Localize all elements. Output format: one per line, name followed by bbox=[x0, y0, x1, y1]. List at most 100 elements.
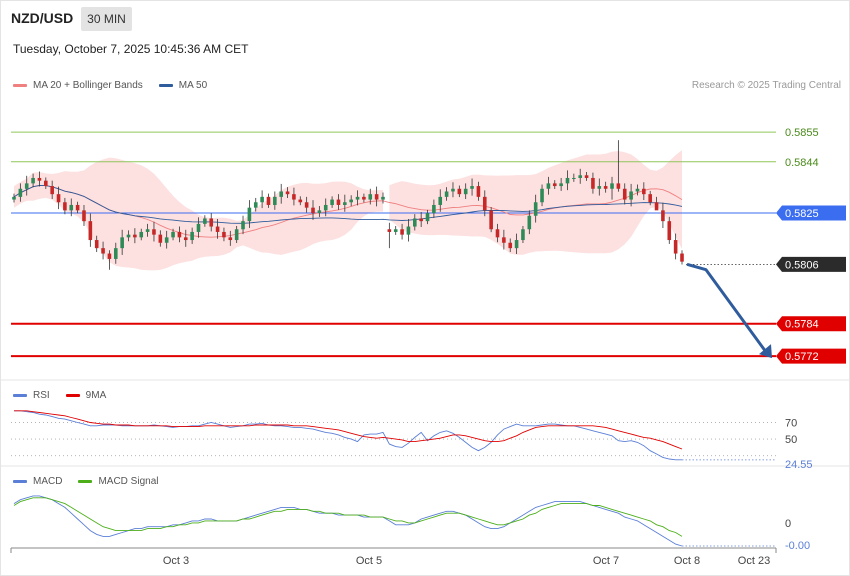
rsi-tick-label: 50 bbox=[785, 434, 797, 446]
candle-body bbox=[629, 191, 633, 200]
x-axis: Oct 3 Oct 5 Oct 7 Oct 8 Oct 23 bbox=[10, 547, 777, 567]
bollinger-band-area bbox=[14, 157, 383, 271]
candle-body bbox=[177, 231, 182, 238]
candle-body bbox=[292, 194, 296, 200]
support-tag-label: 0.5784 bbox=[785, 319, 819, 331]
rsi-legend-label: RSI bbox=[33, 390, 50, 401]
candle-body bbox=[533, 202, 538, 216]
candle-body bbox=[126, 234, 131, 238]
candle-body bbox=[680, 253, 684, 262]
candle-body bbox=[413, 218, 417, 227]
candle-body bbox=[323, 204, 328, 211]
moving-averages bbox=[13, 185, 683, 238]
pivot-tag bbox=[776, 205, 846, 221]
pair-symbol: NZD/USD bbox=[11, 10, 74, 26]
candle-body bbox=[362, 196, 366, 200]
candle-body bbox=[622, 188, 627, 200]
candle-body bbox=[552, 183, 557, 187]
ma50-line bbox=[13, 185, 683, 224]
candle-body bbox=[667, 221, 672, 241]
rsi-swatch bbox=[13, 394, 27, 397]
macd-signal-swatch bbox=[78, 480, 93, 483]
candle-body bbox=[648, 194, 652, 203]
candle-body bbox=[508, 242, 513, 249]
macd-panel: 0 -0.00 bbox=[13, 495, 810, 552]
price-legend: MA 20 + Bollinger Bands MA 50 bbox=[13, 80, 207, 91]
candle-body bbox=[247, 207, 252, 222]
candle-body bbox=[31, 177, 35, 184]
candle-body bbox=[44, 180, 48, 187]
candle-body bbox=[196, 223, 201, 232]
candle-body bbox=[387, 229, 392, 232]
rsi-ma-line bbox=[14, 410, 683, 450]
x-tick-label: Oct 8 bbox=[674, 555, 700, 567]
macd-swatch bbox=[13, 480, 27, 483]
candle-body bbox=[158, 234, 163, 243]
candle-body bbox=[190, 231, 194, 241]
candle-body bbox=[349, 199, 353, 203]
price-tags: 0.5855 0.5844 0.5825 0.5806 0.5784 0.5772 bbox=[776, 127, 846, 364]
candle-body bbox=[603, 186, 608, 189]
candle-body bbox=[120, 237, 124, 249]
candle-body bbox=[18, 188, 23, 197]
candle-body bbox=[209, 218, 214, 227]
rsi-legend: RSI 9MA bbox=[13, 390, 106, 401]
candle-body bbox=[94, 240, 99, 249]
candle-body bbox=[470, 186, 474, 189]
candle-body bbox=[635, 188, 640, 192]
candle-body bbox=[521, 229, 525, 241]
candle-body bbox=[476, 186, 481, 197]
rsi-ma-swatch bbox=[65, 394, 80, 397]
candle-body bbox=[393, 229, 398, 232]
candle-body bbox=[88, 221, 93, 241]
candle-body bbox=[597, 186, 602, 189]
ma20-swatch bbox=[13, 84, 27, 87]
candle-body bbox=[279, 191, 283, 197]
candle-body bbox=[502, 237, 506, 243]
candle-body bbox=[330, 199, 334, 205]
resistance-label: 0.5855 bbox=[785, 127, 819, 139]
rsi-ma-legend-label: 9MA bbox=[85, 390, 107, 401]
candle-body bbox=[69, 204, 74, 211]
candle-body bbox=[559, 183, 563, 187]
candle-body bbox=[203, 218, 207, 224]
candle-body bbox=[139, 231, 144, 238]
x-tick-label: Oct 5 bbox=[356, 555, 382, 567]
macd-last-value: -0.00 bbox=[785, 540, 810, 552]
candle-body bbox=[616, 183, 621, 189]
candle-body bbox=[253, 202, 258, 208]
timeframe-button[interactable]: 30 MIN bbox=[81, 7, 132, 31]
candle-body bbox=[489, 210, 493, 230]
candle-body bbox=[610, 183, 614, 189]
x-tick-label: Oct 23 bbox=[738, 555, 770, 567]
candle-body bbox=[273, 196, 277, 205]
macd-legend: MACD MACD Signal bbox=[13, 476, 158, 487]
candle-body bbox=[266, 196, 271, 205]
last-tag bbox=[776, 256, 846, 272]
candle-body bbox=[374, 194, 379, 200]
candle-body bbox=[241, 221, 245, 230]
candle-body bbox=[565, 177, 570, 184]
candle-body bbox=[311, 207, 315, 214]
candle-body bbox=[133, 234, 137, 238]
candle-body bbox=[661, 210, 665, 222]
ma20-legend-label: MA 20 + Bollinger Bands bbox=[33, 80, 143, 91]
candle-body bbox=[438, 196, 443, 205]
candle-body bbox=[425, 213, 430, 222]
candle-body bbox=[12, 196, 16, 200]
x-tick-label: Oct 3 bbox=[163, 555, 189, 567]
macd-tick-label: 0 bbox=[785, 518, 791, 530]
candle-body bbox=[584, 175, 589, 178]
support-tag bbox=[776, 316, 846, 332]
research-credit: Research © 2025 Trading Central bbox=[691, 80, 841, 91]
candle-body bbox=[482, 196, 487, 211]
candle-body bbox=[514, 240, 519, 249]
candle-body bbox=[56, 194, 61, 203]
candle-body bbox=[406, 226, 411, 235]
macd-signal-legend-label: MACD Signal bbox=[98, 476, 159, 487]
candle-body bbox=[673, 240, 678, 254]
candle-body bbox=[527, 215, 532, 230]
chart-datetime: Tuesday, October 7, 2025 10:45:36 AM CET bbox=[13, 42, 249, 56]
candle-body bbox=[101, 248, 105, 254]
